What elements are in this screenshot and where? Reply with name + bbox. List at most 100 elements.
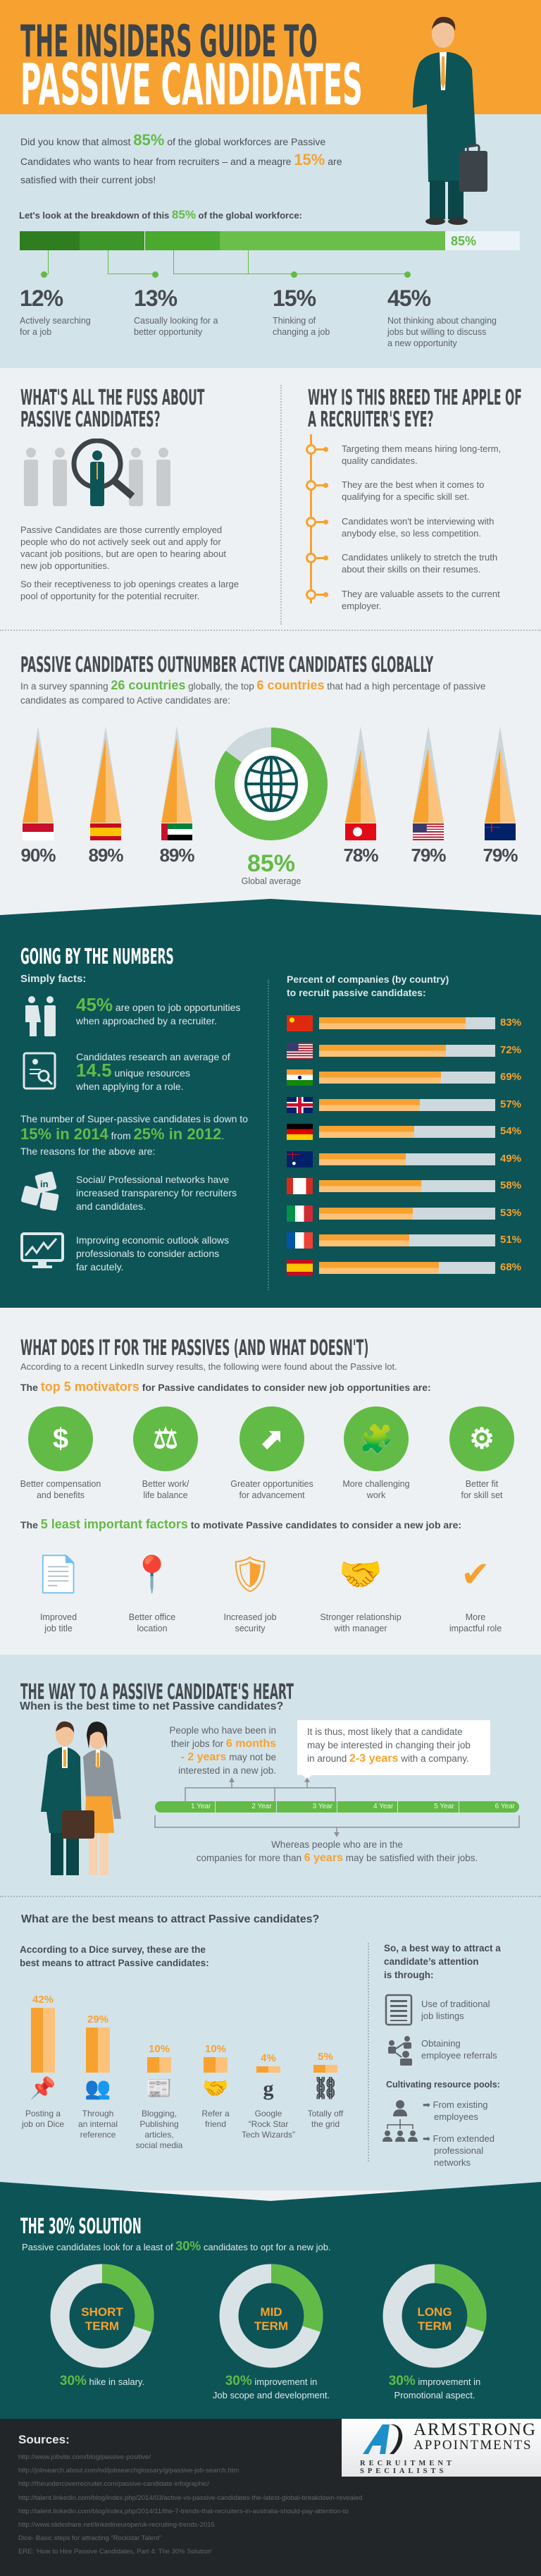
timeline-brackets bbox=[154, 1777, 520, 1837]
dice-bar bbox=[31, 2007, 55, 2073]
dice-bar bbox=[204, 2057, 228, 2073]
intro-text-part: Candidates who wants to hear from recrui… bbox=[20, 156, 294, 167]
year-segment: 1 Year bbox=[155, 1801, 216, 1813]
text-line: candidate’s attention bbox=[384, 1956, 479, 1967]
dice-bar-label: Google “Rock Star Tech Wizards” bbox=[237, 2109, 300, 2140]
fact-45-value: 45% bbox=[76, 994, 113, 1015]
text-line: They are the best when it comes to bbox=[342, 479, 485, 490]
cone-value-light bbox=[428, 748, 444, 823]
text-part: The number of Super-passive candidates i… bbox=[20, 1113, 248, 1124]
dice-bar-label: Totally off the grid bbox=[294, 2109, 357, 2130]
country-bar-percent: 57% bbox=[500, 1098, 522, 1110]
breakdown-segment bbox=[144, 231, 220, 250]
fact-14-5-value: 14.5 bbox=[76, 1060, 112, 1081]
country-cone bbox=[90, 726, 121, 823]
text-line: with manager bbox=[334, 1624, 387, 1633]
text-line: job on Dice bbox=[21, 2119, 65, 2129]
motivator-label: More challenging work bbox=[323, 1478, 429, 1501]
year-segment: 5 Year bbox=[398, 1801, 459, 1813]
source-link[interactable]: http://www.slideshare.net/linkedineurope… bbox=[18, 2521, 215, 2529]
source-link[interactable]: http://talent.linkedin.com/blog/index.ph… bbox=[18, 2507, 349, 2515]
factor-label: Stronger relationship with manager bbox=[308, 1612, 413, 1634]
flag-in-icon bbox=[287, 1069, 313, 1086]
segment-label: Actively searching for a job bbox=[20, 315, 91, 338]
flag-de-icon bbox=[287, 1124, 313, 1140]
gears-icon: ⚙ bbox=[449, 1406, 514, 1471]
text-line: and candidates. bbox=[76, 1201, 146, 1212]
text-line: location bbox=[137, 1624, 168, 1633]
year-segment: 3 Year bbox=[277, 1801, 337, 1813]
dice-bar-percent: 42% bbox=[32, 1993, 54, 2006]
source-link[interactable]: http://theundercoverrecruiter.com/passiv… bbox=[18, 2480, 209, 2489]
country-cone bbox=[161, 726, 192, 823]
text-line: work bbox=[366, 1490, 386, 1500]
country-percent: 79% bbox=[483, 845, 518, 866]
text-line: for skill set bbox=[461, 1490, 503, 1500]
caption-value: 30% bbox=[388, 2374, 416, 2388]
outnumber-title: PASSIVE CANDIDATES OUTNUMBER ACTIVE CAND… bbox=[20, 653, 434, 677]
source-link[interactable]: ERE: 'How to Hire Passive Candidates, Pa… bbox=[18, 2548, 213, 2556]
apple-reason: Candidates won't be interviewing with any… bbox=[342, 515, 494, 539]
text-part: when applying for a role. bbox=[76, 1081, 184, 1092]
highlight-26-countries: 26 countries bbox=[111, 678, 186, 692]
flag-nz-icon bbox=[485, 823, 516, 840]
blog-icon: 📰 bbox=[146, 2077, 173, 2100]
year-segment: 6 Year bbox=[495, 1803, 515, 1810]
country-bar-fill bbox=[319, 1180, 421, 1192]
whatdoes-title: WHAT DOES IT FOR THE PASSIVES (AND WHAT … bbox=[20, 1336, 369, 1361]
text-line: employees bbox=[434, 2111, 478, 2122]
text-line: employer. bbox=[342, 601, 382, 611]
timeline-connector bbox=[316, 521, 324, 523]
cone-shape bbox=[161, 726, 192, 823]
motivator-label: Greater opportunities for advancement bbox=[219, 1478, 325, 1501]
text-line: best means to attract Passive candidates… bbox=[20, 1958, 209, 1968]
source-link[interactable]: http://talent.linkedin.com/blog/index.ph… bbox=[18, 2494, 363, 2502]
flag-it-icon bbox=[287, 1205, 313, 1222]
text-part: It is thus, most likely that a candidate bbox=[307, 1726, 463, 1737]
global-average-donut bbox=[215, 728, 328, 840]
apple-title: WHY IS THIS BREED THE APPLE OF A RECRUIT… bbox=[308, 388, 541, 433]
country-percent: 90% bbox=[20, 845, 56, 866]
highlight-2012: 25% in 2012 bbox=[133, 1125, 222, 1143]
list-icon bbox=[385, 1994, 413, 2026]
highlight-2014: 15% in 2014 bbox=[20, 1125, 108, 1143]
text-part: The reasons for the above are: bbox=[20, 1146, 156, 1157]
country-bar-track bbox=[319, 1126, 495, 1138]
cone-shape bbox=[23, 726, 54, 823]
column-divider bbox=[368, 1943, 369, 2161]
text-line: Improving economic outlook allows bbox=[76, 1234, 230, 1246]
title-line-2: PASSIVE CANDIDATES bbox=[20, 52, 363, 118]
source-link[interactable]: Dice- Basic steps for attracting “Rockst… bbox=[18, 2534, 162, 2543]
text-part: that had a high percentage of passive bbox=[324, 681, 486, 692]
country-bar-track bbox=[319, 1072, 495, 1084]
connector-dot bbox=[152, 271, 158, 278]
text-part: improvement in bbox=[415, 2376, 481, 2387]
text-line: professionals to consider actions bbox=[76, 1248, 220, 1259]
solution-donut bbox=[50, 2263, 154, 2369]
dice-bar-percent: 4% bbox=[261, 2052, 276, 2065]
cone-shape bbox=[90, 726, 121, 823]
source-link[interactable]: http://www.jobvite.com/blog/passive-posi… bbox=[18, 2453, 151, 2461]
donut-value bbox=[215, 728, 328, 840]
solution-intro: Passive candidates look for a least of 3… bbox=[22, 2239, 331, 2254]
segment-label: Not thinking about changing jobs but will… bbox=[387, 315, 497, 349]
arrow-right-icon: ➡ bbox=[423, 2133, 433, 2144]
donut-value bbox=[50, 2264, 154, 2368]
text-part: to motivate Passive candidates to consid… bbox=[187, 1519, 462, 1531]
caption-value: 30% bbox=[225, 2374, 252, 2388]
text-part: candidates to opt for a new job. bbox=[201, 2242, 331, 2252]
text-line: about their skills on their resumes. bbox=[342, 564, 481, 575]
breakdown-highlight: 85% bbox=[171, 208, 196, 221]
source-link[interactable]: http://jobsearch.about.com/od/jobsearchg… bbox=[18, 2467, 240, 2475]
country-bar-fill bbox=[319, 1261, 439, 1274]
couple-icon bbox=[41, 1721, 121, 1875]
factor-label: More impactful role bbox=[423, 1612, 528, 1634]
text-part: for Passive candidates to consider new j… bbox=[139, 1382, 431, 1393]
caption-value: 30% bbox=[59, 2374, 87, 2388]
highlight-2-3-years: 2-3 years bbox=[349, 1753, 399, 1765]
text-line: far acutely. bbox=[76, 1261, 124, 1272]
highlight-6-months: 6 months bbox=[225, 1738, 276, 1750]
timeline-connector bbox=[316, 448, 324, 450]
text-line: Percent of companies (by country) bbox=[287, 974, 449, 985]
text-line: new job opportunities. bbox=[20, 560, 110, 571]
